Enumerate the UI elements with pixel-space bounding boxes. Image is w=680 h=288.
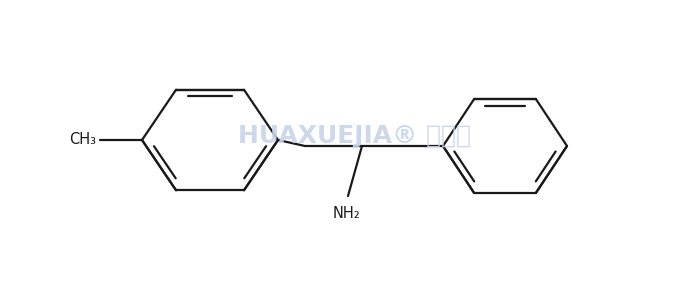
Text: CH₃: CH₃	[69, 132, 96, 147]
Text: NH₂: NH₂	[332, 206, 360, 221]
Text: HUAXUEJIA® 化学加: HUAXUEJIA® 化学加	[239, 124, 471, 148]
